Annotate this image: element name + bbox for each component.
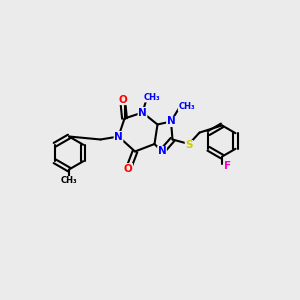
Text: CH₃: CH₃ — [61, 176, 77, 185]
Text: CH₃: CH₃ — [144, 93, 161, 102]
Text: N: N — [167, 116, 176, 127]
Text: N: N — [138, 107, 147, 118]
Text: O: O — [118, 94, 127, 105]
Text: S: S — [185, 140, 193, 151]
Text: F: F — [224, 160, 232, 171]
Text: N: N — [158, 146, 166, 157]
Text: N: N — [114, 131, 123, 142]
Text: O: O — [124, 164, 133, 174]
Text: CH₃: CH₃ — [178, 102, 195, 111]
